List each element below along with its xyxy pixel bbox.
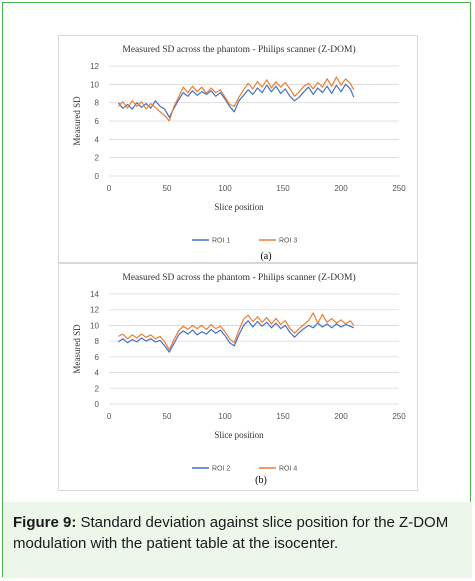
subfigure-label-a: (a) (260, 251, 272, 262)
x-tick-label: 250 (392, 184, 406, 193)
x-tick-label: 100 (218, 184, 232, 193)
y-tick-label: 0 (95, 400, 100, 409)
series-line-roi-1 (117, 83, 355, 118)
legend-label: ROI 1 (212, 238, 230, 245)
x-tick-label: 200 (334, 184, 348, 193)
legend-label: ROI 4 (279, 466, 297, 473)
x-axis-label: Slice position (214, 202, 264, 212)
y-tick-label: 6 (95, 117, 100, 126)
x-tick-label: 150 (276, 184, 290, 193)
y-axis-label: Measured SD (72, 324, 82, 374)
y-tick-label: 0 (95, 172, 100, 181)
x-tick-label: 100 (218, 412, 232, 421)
series-line-roi-2 (117, 320, 355, 353)
chart-a-svg: Measured SD across the phantom - Philips… (72, 44, 406, 245)
x-tick-label: 0 (107, 184, 112, 193)
y-tick-label: 4 (95, 135, 100, 144)
x-tick-label: 50 (163, 184, 172, 193)
chart-title: Measured SD across the phantom - Philips… (122, 44, 355, 55)
y-tick-label: 4 (95, 369, 100, 378)
y-tick-label: 10 (90, 80, 99, 89)
x-tick-label: 50 (163, 412, 172, 421)
y-tick-label: 12 (90, 306, 99, 315)
legend-label: ROI 3 (279, 238, 297, 245)
x-tick-label: 250 (392, 412, 406, 421)
series-line-roi-3 (117, 76, 355, 122)
subfigure-label-b: (b) (255, 475, 267, 486)
y-tick-label: 6 (95, 353, 100, 362)
y-tick-label: 12 (90, 62, 99, 71)
y-tick-label: 2 (95, 384, 100, 393)
y-axis-label: Measured SD (72, 96, 82, 146)
chart-title: Measured SD across the phantom - Philips… (122, 272, 355, 283)
x-tick-label: 150 (276, 412, 290, 421)
chart-panel-b: Measured SD across the phantom - Philips… (58, 263, 418, 491)
y-tick-label: 2 (95, 154, 100, 163)
caption-text: Standard deviation against slice positio… (13, 514, 449, 552)
y-tick-label: 10 (90, 321, 99, 330)
y-tick-label: 14 (90, 290, 99, 299)
legend-label: ROI 2 (212, 466, 230, 473)
caption-label: Figure 9: (13, 514, 77, 531)
chart-b-svg: Measured SD across the phantom - Philips… (72, 272, 406, 473)
y-tick-label: 8 (95, 99, 100, 108)
figure-caption: Figure 9: Standard deviation against sli… (3, 502, 472, 578)
x-axis-label: Slice position (214, 430, 264, 440)
series-line-roi-4 (118, 312, 355, 351)
x-tick-label: 0 (107, 412, 112, 421)
x-tick-label: 200 (334, 412, 348, 421)
y-tick-label: 8 (95, 337, 100, 346)
chart-panel-a: Measured SD across the phantom - Philips… (58, 35, 418, 263)
